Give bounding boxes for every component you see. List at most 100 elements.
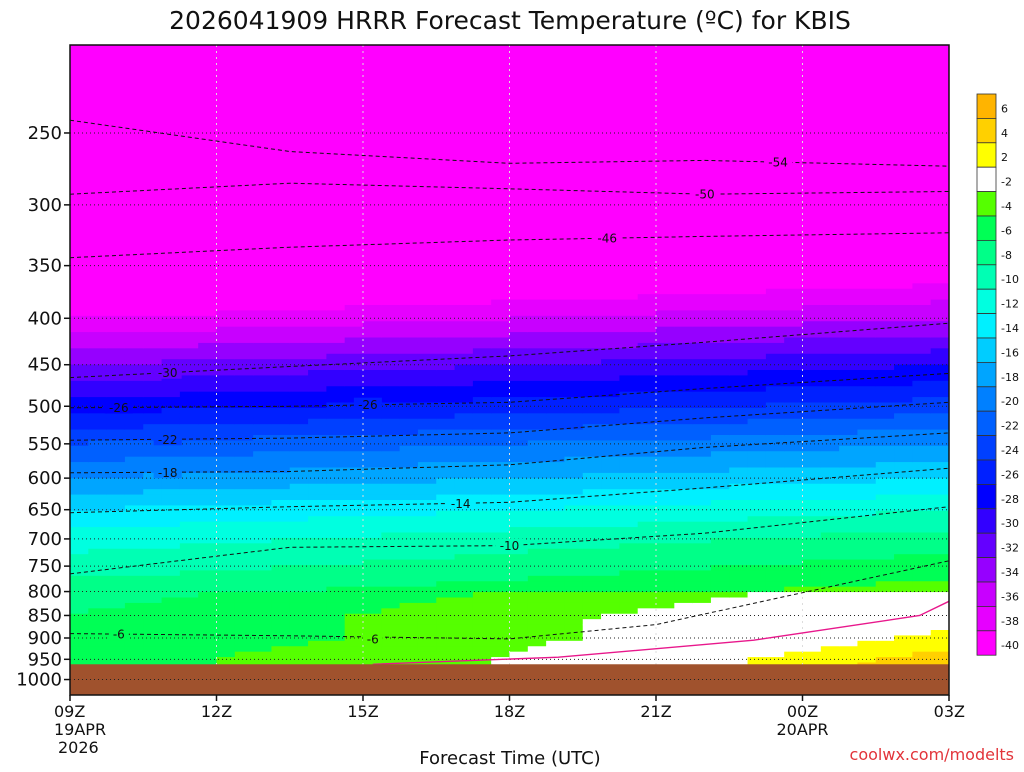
fill-cell <box>491 445 511 452</box>
fill-cell <box>692 99 712 106</box>
fill-cell <box>637 294 657 301</box>
fill-cell <box>729 505 749 512</box>
fill-cell <box>308 142 327 149</box>
fill-cell <box>491 245 511 252</box>
fill-cell <box>765 120 785 127</box>
fill-cell <box>509 472 529 479</box>
fill-cell <box>216 283 236 290</box>
fill-cell <box>674 370 694 377</box>
fill-cell <box>710 164 730 171</box>
fill-cell <box>564 50 584 57</box>
fill-cell <box>765 66 785 73</box>
fill-cell <box>326 55 346 62</box>
fill-cell <box>271 229 291 236</box>
fill-cell <box>88 267 108 274</box>
fill-cell <box>436 413 456 420</box>
fill-cell <box>546 548 566 555</box>
fill-cell <box>198 440 218 447</box>
fill-cell <box>253 185 273 192</box>
fill-cell <box>454 131 474 138</box>
fill-cell <box>326 559 346 566</box>
fill-cell <box>216 489 236 496</box>
fill-cell <box>546 537 566 544</box>
fill-cell <box>253 158 273 165</box>
fill-cell <box>784 223 804 230</box>
fill-cell <box>234 256 254 263</box>
fill-cell <box>637 353 657 360</box>
fill-cell <box>344 527 364 534</box>
fill-cell <box>234 294 254 301</box>
fill-cell <box>106 440 126 447</box>
fill-cell <box>363 120 382 127</box>
fill-cell <box>619 418 639 425</box>
fill-cell <box>692 592 712 599</box>
fill-cell <box>546 467 566 474</box>
fill-cell <box>472 630 492 637</box>
fill-cell <box>802 424 822 431</box>
fill-cell <box>527 277 547 284</box>
fill-cell <box>601 516 620 523</box>
fill-cell <box>143 207 163 214</box>
fill-cell <box>143 191 163 198</box>
fill-cell <box>564 657 584 664</box>
fill-cell <box>399 602 419 609</box>
fill-cell <box>417 489 437 496</box>
fill-cell <box>564 532 584 539</box>
fill-cell <box>710 624 730 631</box>
fill-cell <box>179 261 199 268</box>
fill-cell <box>106 651 126 658</box>
fill-cell <box>326 191 346 198</box>
fill-cell <box>747 142 767 149</box>
fill-cell <box>710 429 730 436</box>
fill-cell <box>710 602 730 609</box>
fill-cell <box>472 315 492 322</box>
fill-cell <box>161 532 181 539</box>
fill-cell <box>179 548 199 555</box>
fill-cell <box>784 364 804 371</box>
fill-cell <box>765 592 785 599</box>
fill-cell <box>454 299 474 306</box>
fill-cell <box>344 294 364 301</box>
fill-cell <box>161 489 181 496</box>
fill-cell <box>326 494 346 501</box>
fill-cell <box>363 164 382 171</box>
fill-cell <box>308 337 327 344</box>
fill-cell <box>70 153 89 160</box>
fill-cell <box>527 630 547 637</box>
fill-cell <box>472 353 492 360</box>
fill-cell <box>88 207 108 214</box>
fill-cell <box>656 602 675 609</box>
fill-cell <box>234 597 254 604</box>
fill-cell <box>527 510 547 517</box>
fill-cell <box>656 61 675 68</box>
fill-cell <box>179 153 199 160</box>
fill-cell <box>161 164 181 171</box>
fill-cell <box>326 147 346 154</box>
fill-cell <box>234 66 254 73</box>
fill-cell <box>179 440 199 447</box>
fill-cell <box>88 418 108 425</box>
fill-cell <box>729 424 749 431</box>
fill-cell <box>399 565 419 572</box>
fill-cell <box>454 77 474 84</box>
fill-cell <box>619 164 639 171</box>
fill-cell <box>637 45 657 52</box>
fill-cell <box>692 294 712 301</box>
fill-cell <box>381 142 401 149</box>
fill-cell <box>308 55 327 62</box>
fill-cell <box>179 397 199 404</box>
fill-cell <box>216 586 236 593</box>
fill-cell <box>674 315 694 322</box>
fill-cell <box>472 267 492 274</box>
fill-cell <box>308 619 327 626</box>
fill-cell <box>271 570 291 577</box>
fill-cell <box>729 451 749 458</box>
fill-cell <box>363 494 382 501</box>
fill-cell <box>802 153 822 160</box>
fill-cell <box>326 380 346 387</box>
fill-cell <box>692 646 712 653</box>
fill-cell <box>70 283 89 290</box>
fill-cell <box>674 99 694 106</box>
fill-cell <box>106 640 126 647</box>
fill-cell <box>509 223 529 230</box>
